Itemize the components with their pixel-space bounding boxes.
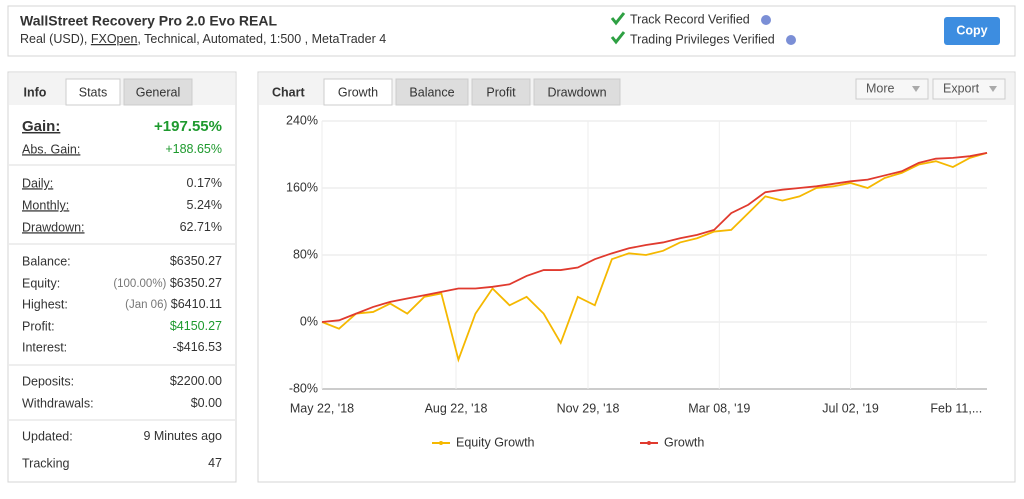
account-type: Real (USD), [20,32,87,46]
chart-panel [257,71,1016,483]
stat-label: Monthly: [22,198,69,212]
legend-label: Growth [664,435,704,449]
stat-label: Tracking [22,456,70,470]
x-tick-label: Jul 02, '19 [822,401,879,415]
info-tabbar [9,73,235,105]
stat-number: $2200.00 [170,374,222,388]
broker-link[interactable]: FXOpen [91,32,138,46]
stat-number: +197.55% [154,118,222,135]
stat-value: $0.00 [191,396,222,410]
tab-label: Profit [486,85,516,99]
stat-number: $4150.27 [170,319,222,333]
y-tick-label: 0% [300,314,318,328]
stat-value: -$416.53 [173,340,222,354]
info-panel [7,71,237,483]
tab-label: Balance [409,85,454,99]
stat-number: 0.17% [187,176,222,190]
y-tick-label: -80% [289,381,318,395]
account-line: Real (USD), FXOpen, Technical, Automated… [20,32,386,46]
stat-value: $6350.27 [170,254,222,268]
dropdown-label: More [866,81,895,95]
stat-value: +197.55% [154,118,222,135]
stat-number: 9 Minutes ago [143,429,222,443]
stat-label: Drawdown: [22,220,85,234]
stat-note: (Jan 06) [125,299,167,311]
tab-label: Stats [79,85,108,99]
stat-value: $4150.27 [170,319,222,333]
chart-label: Chart [272,85,305,99]
stat-label: Equity: [22,276,60,290]
stat-number: $0.00 [191,396,222,410]
stat-label: Gain: [22,118,60,135]
stat-label: Updated: [22,429,73,443]
stat-label: Interest: [22,340,67,354]
legend-marker [439,441,443,445]
stat-label: Highest: [22,297,68,311]
stat-number: $6350.27 [170,254,222,268]
tab[interactable] [533,78,621,106]
account-details: , Technical, Automated, 1:500 , MetaTrad… [137,32,386,46]
x-tick-label: Nov 29, '18 [557,401,620,415]
stat-number: -$416.53 [173,340,222,354]
legend-marker [647,441,651,445]
stat-number: 5.24% [187,198,222,212]
stat-label: Deposits: [22,374,74,388]
tab[interactable] [471,78,531,106]
y-tick-label: 160% [286,180,318,194]
stat-value: 62.71% [180,220,222,234]
tab-label: Info [24,85,47,99]
stat-value: $2200.00 [170,374,222,388]
series-line [321,151,988,363]
y-tick-label: 240% [286,113,318,127]
check-icon [610,12,626,26]
x-tick-label: Mar 08, '19 [688,401,750,415]
stat-value: (100.00%) $6350.27 [113,276,222,290]
stat-label: Balance: [22,254,71,268]
copy-button-label: Copy [956,23,987,37]
x-tick-label: Feb 11,... [930,401,982,415]
dropdown-button[interactable] [932,78,1006,100]
stat-number: $6410.11 [171,297,222,311]
tab-label: Drawdown [547,85,606,99]
stat-value: (Jan 06) $6410.11 [125,297,222,311]
check-icon [610,31,626,45]
stat-label: Profit: [22,319,55,333]
strategy-title: WallStreet Recovery Pro 2.0 Evo REAL [20,13,277,29]
verified-item: Track Record Verified [630,12,750,26]
x-tick-label: Aug 22, '18 [425,401,488,415]
tab[interactable] [123,78,193,106]
stat-label: Abs. Gain: [22,142,80,156]
y-tick-label: 80% [293,247,318,261]
verified-item: Trading Privileges Verified [630,32,775,46]
dropdown-button[interactable] [855,78,929,100]
x-tick-label: May 22, '18 [290,401,354,415]
stat-value: 5.24% [187,198,222,212]
tab[interactable] [395,78,469,106]
legend-label: Equity Growth [456,435,535,449]
stat-note: (100.00%) [113,278,166,290]
dropdown-arrow [989,86,997,92]
stat-number: +188.65% [165,142,222,156]
header-box [7,5,1016,57]
stat-number: 47 [208,456,222,470]
tab-label: Growth [338,85,378,99]
stat-value: 47 [208,456,222,470]
stat-value: +188.65% [165,142,222,156]
copy-button[interactable] [944,17,1000,45]
tab-label: General [136,85,180,99]
series-line [321,151,988,323]
stat-value: 9 Minutes ago [143,429,222,443]
tab[interactable] [323,78,393,106]
help-icon[interactable] [761,15,771,25]
stat-number: $6350.27 [170,276,222,290]
stat-number: 62.71% [180,220,222,234]
stat-value: 0.17% [187,176,222,190]
tab[interactable] [65,78,121,106]
help-icon[interactable] [786,35,796,45]
stat-label: Withdrawals: [22,396,94,410]
dropdown-label: Export [943,81,980,95]
dropdown-arrow [912,86,920,92]
stat-label: Daily: [22,176,53,190]
